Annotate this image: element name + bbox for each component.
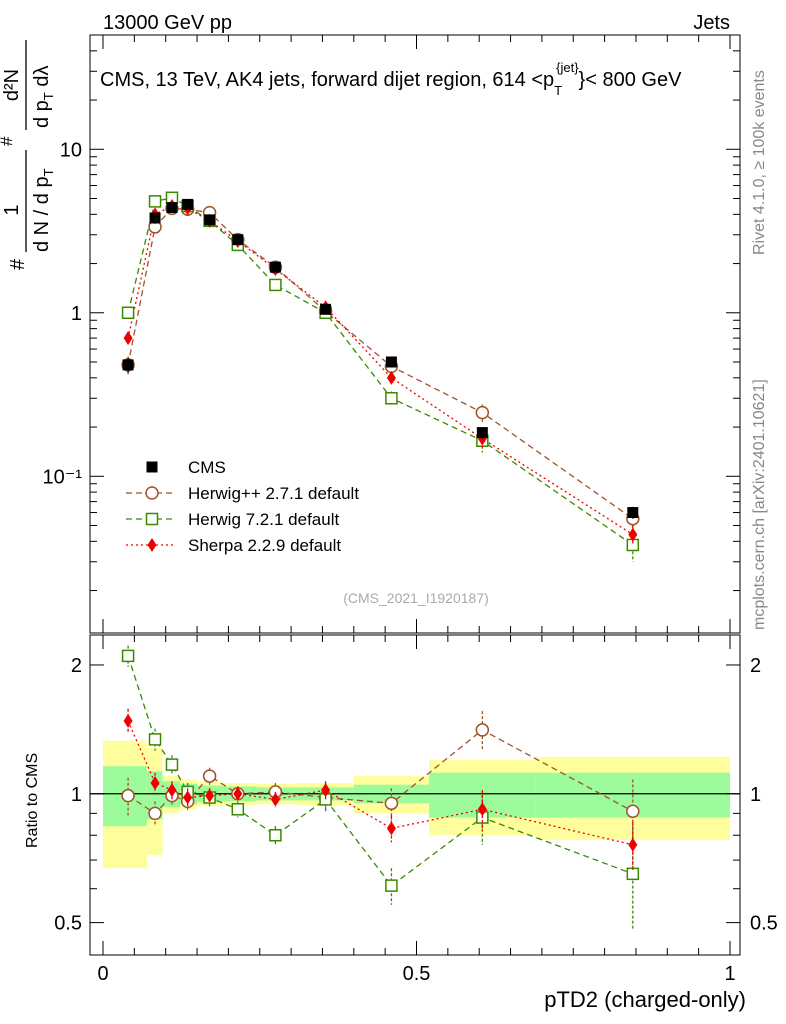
ratio-y-tick-label-left: 0.5: [54, 913, 82, 935]
y-label-hash-left: #: [7, 258, 29, 270]
y-label-hash-mid: #: [0, 136, 16, 146]
analysis-watermark: (CMS_2021_I1920187): [343, 590, 489, 606]
ratio-point-herwig7: [231, 803, 245, 816]
ratio-axis-ticks: 2 2 1 1 0.5 0.5: [54, 655, 778, 935]
main-axis-ticks: 10 1 10⁻¹: [43, 34, 740, 592]
ratio-point-sherpa: [270, 792, 280, 807]
main-point-cms: [204, 214, 216, 226]
side-text-mcplots: mcplots.cern.ch [arXiv:2401.10621]: [751, 379, 768, 630]
ratio-point-sherpa: [150, 775, 160, 790]
legend-marker-sherpa: [147, 538, 157, 552]
main-point-cms: [122, 359, 134, 371]
x-axis-ticks: 0 0.5 1: [97, 35, 736, 985]
ratio-y-tick-label-right: 2: [750, 655, 761, 677]
main-point-herwig7: [121, 306, 135, 320]
main-point-sherpa: [123, 331, 133, 346]
main-title-sup: {jet}: [556, 60, 579, 75]
legend-label-herwig7: Herwig 7.2.1 default: [188, 510, 339, 529]
ratio-point-herwigpp: [384, 796, 399, 811]
main-point-cms: [149, 212, 161, 224]
main-point-herwig7: [269, 278, 282, 292]
header-left: 13000 GeV pp: [103, 12, 232, 34]
main-title-text: CMS, 13 TeV, AK4 jets, forward dijet reg…: [100, 69, 554, 91]
main-point-cms: [269, 261, 281, 273]
main-point-herwig7: [148, 195, 162, 208]
ratio-point-sherpa: [477, 802, 487, 817]
ratio-point-herwig7: [121, 649, 135, 663]
header-right: Jets: [693, 12, 730, 34]
ratio-point-herwig7: [165, 758, 179, 771]
ratio-point-herwigpp: [475, 723, 490, 737]
ratio-point-sherpa: [183, 790, 193, 805]
ratio-point-sherpa: [386, 821, 396, 836]
y-label-frac1-den-sub: T: [41, 168, 56, 176]
y-label-frac1-den-text: d N / d p: [31, 176, 53, 252]
main-y-tick-label: 10⁻¹: [43, 466, 83, 488]
x-axis-label: pTD2 (charged-only): [544, 987, 746, 1012]
main-title-sub: T: [554, 83, 562, 98]
main-point-cms: [182, 198, 194, 210]
y-label-frac1-den: d N / d pT: [31, 168, 56, 252]
ratio-point-herwigpp: [626, 804, 640, 819]
main-title: CMS, 13 TeV, AK4 jets, forward dijet reg…: [100, 60, 682, 98]
main-point-cms: [385, 356, 397, 368]
ratio-point-sherpa: [628, 837, 638, 852]
legend-label-herwigpp: Herwig++ 2.7.1 default: [188, 484, 359, 503]
ratio-point-herwigpp: [121, 788, 135, 803]
main-point-cms: [476, 427, 488, 439]
main-y-tick-label: 1: [71, 303, 82, 325]
ratio-point-herwig7: [385, 879, 398, 892]
ratio-y-tick-label-left: 1: [71, 784, 82, 806]
ratio-point-sherpa: [321, 783, 331, 798]
ratio-plot-frame: [89, 634, 741, 956]
main-y-label: # 1 d N / d pT # d²N d pT dλ: [0, 40, 56, 270]
legend-label-sherpa: Sherpa 2.2.9 default: [188, 536, 341, 555]
x-tick-label: 1: [724, 963, 735, 985]
main-title-end: }< 800 GeV: [579, 69, 683, 91]
legend-marker-herwigpp: [145, 486, 159, 500]
y-label-frac2-den-text: d p: [31, 100, 53, 128]
ratio-point-herwig7: [626, 867, 640, 881]
main-point-cms: [166, 202, 178, 214]
main-point-sherpa: [628, 527, 638, 542]
ratio-point-sherpa: [205, 788, 215, 803]
main-point-herwigpp: [475, 405, 490, 420]
y-label-frac2-den: d pT dλ: [31, 66, 56, 128]
ratio-point-sherpa: [123, 713, 133, 728]
ratio-point-sherpa: [167, 783, 177, 798]
ratio-point-herwigpp: [202, 769, 217, 783]
main-y-tick-label: 10: [60, 139, 82, 161]
y-label-frac2-den-sub: T: [41, 92, 56, 100]
ratio-point-sherpa: [233, 786, 243, 801]
ratio-y-tick-label-left: 2: [71, 655, 82, 677]
legend-label-cms: CMS: [188, 458, 226, 477]
legend: CMS Herwig++ 2.7.1 default Herwig 7.2.1 de…: [126, 458, 359, 555]
main-point-herwig7: [385, 392, 398, 405]
ratio-y-tick-label-right: 1: [750, 784, 761, 806]
x-tick-label: 0.5: [403, 963, 431, 985]
main-point-cms: [232, 234, 244, 246]
ratio-series-markers: [121, 645, 640, 931]
main-series-markers: [121, 191, 640, 562]
y-label-frac1-num: 1: [1, 204, 23, 215]
legend-marker-herwig7: [145, 512, 159, 526]
x-tick-label: 0: [97, 963, 108, 985]
y-label-frac2-num: d²N: [1, 69, 23, 101]
ratio-y-label: Ratio to CMS: [24, 753, 41, 848]
y-label-frac2-den-end: dλ: [31, 66, 53, 93]
main-point-sherpa: [386, 370, 396, 385]
main-point-cms: [627, 507, 639, 519]
side-text-rivet: Rivet 4.1.0, ≥ 100k events: [751, 70, 768, 255]
ratio-point-herwig7: [269, 829, 282, 842]
main-point-cms: [320, 303, 332, 315]
ratio-point-herwig7: [148, 733, 162, 746]
legend-marker-cms: [146, 461, 158, 473]
main-plot-frame: [89, 34, 741, 634]
ratio-y-tick-label-right: 0.5: [750, 913, 778, 935]
ratio-point-herwigpp: [148, 806, 162, 821]
